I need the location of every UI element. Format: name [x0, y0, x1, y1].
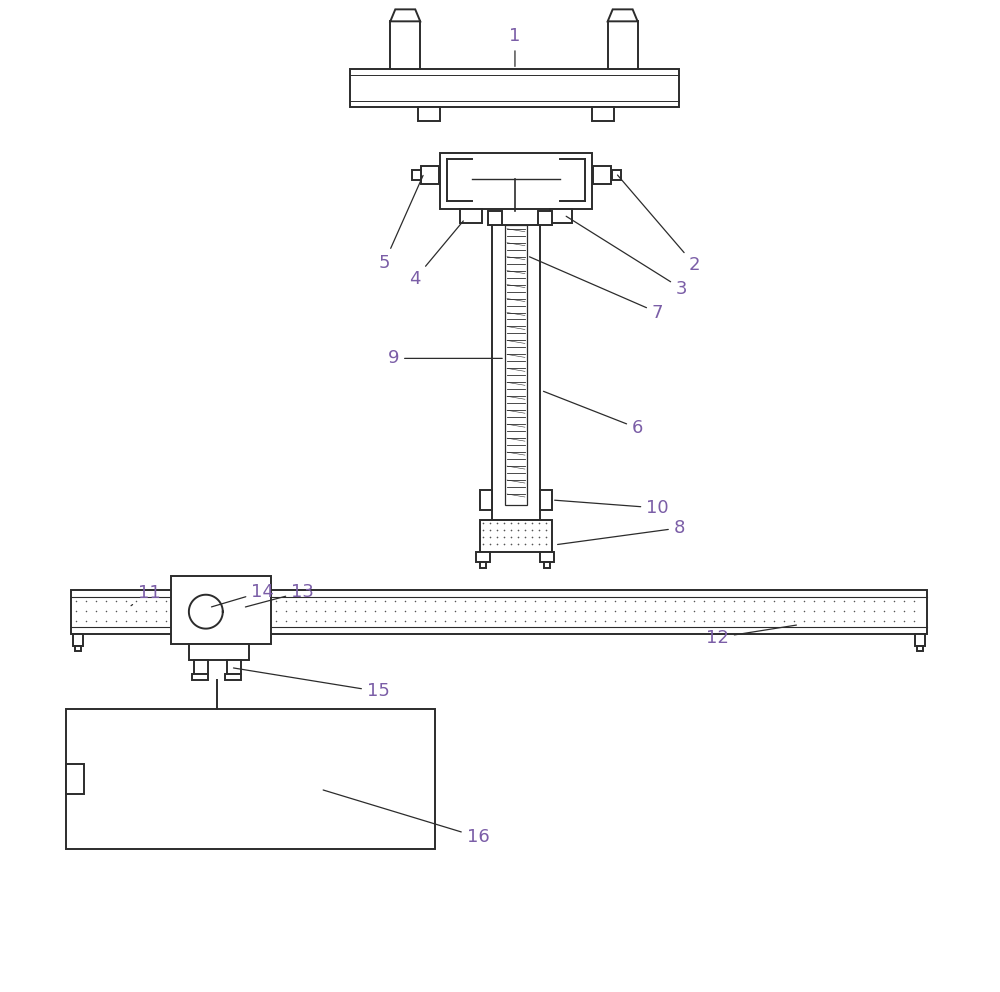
Text: 16: 16 — [323, 790, 489, 846]
Text: 6: 6 — [543, 391, 643, 437]
Polygon shape — [390, 9, 420, 22]
Polygon shape — [480, 520, 552, 552]
Polygon shape — [476, 552, 490, 561]
Polygon shape — [460, 208, 482, 223]
Polygon shape — [915, 634, 925, 646]
Text: 4: 4 — [409, 221, 463, 288]
Polygon shape — [192, 674, 208, 681]
Text: 14: 14 — [211, 582, 274, 607]
Polygon shape — [538, 211, 552, 225]
Polygon shape — [66, 709, 435, 849]
Polygon shape — [917, 646, 923, 651]
Polygon shape — [592, 107, 614, 121]
Polygon shape — [612, 170, 621, 180]
Text: 11: 11 — [131, 583, 160, 606]
Text: 8: 8 — [558, 519, 685, 545]
Polygon shape — [593, 166, 611, 184]
Polygon shape — [227, 660, 241, 674]
Polygon shape — [440, 153, 592, 208]
Polygon shape — [189, 644, 249, 660]
Polygon shape — [412, 170, 421, 180]
Polygon shape — [608, 22, 638, 69]
Text: 7: 7 — [529, 257, 663, 321]
Polygon shape — [488, 211, 502, 225]
Polygon shape — [421, 166, 439, 184]
Polygon shape — [75, 646, 81, 651]
Polygon shape — [73, 634, 83, 646]
Polygon shape — [608, 9, 638, 22]
Polygon shape — [418, 107, 440, 121]
Polygon shape — [492, 225, 540, 520]
Polygon shape — [480, 561, 486, 567]
Polygon shape — [480, 490, 492, 510]
Polygon shape — [171, 575, 271, 644]
Text: 13: 13 — [245, 582, 314, 607]
Text: 2: 2 — [617, 175, 700, 274]
Polygon shape — [194, 660, 208, 674]
Text: 1: 1 — [509, 28, 521, 66]
Text: 10: 10 — [555, 499, 669, 517]
Polygon shape — [390, 22, 420, 69]
Polygon shape — [225, 674, 241, 681]
Polygon shape — [350, 69, 679, 107]
Text: 12: 12 — [706, 625, 796, 647]
Polygon shape — [550, 208, 572, 223]
Polygon shape — [505, 225, 527, 505]
Text: 3: 3 — [566, 216, 687, 298]
Polygon shape — [540, 490, 552, 510]
Text: 5: 5 — [379, 176, 423, 272]
Text: 15: 15 — [233, 668, 390, 700]
Polygon shape — [540, 552, 554, 561]
Polygon shape — [71, 589, 927, 634]
Polygon shape — [66, 764, 84, 795]
Polygon shape — [544, 561, 550, 567]
Text: 9: 9 — [388, 349, 502, 367]
